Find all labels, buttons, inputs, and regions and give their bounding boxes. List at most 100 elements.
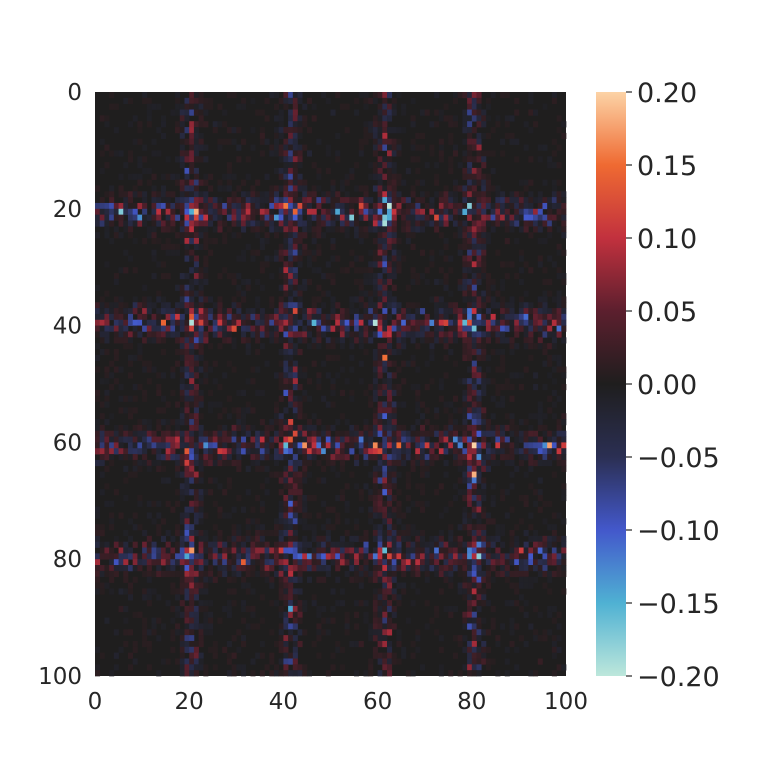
heatmap-cell xyxy=(137,173,143,180)
heatmap-cell xyxy=(419,308,426,315)
heatmap-cell xyxy=(547,559,553,566)
heatmap-cell xyxy=(391,459,397,467)
heatmap-cell xyxy=(387,518,393,525)
heatmap-cell xyxy=(184,150,190,157)
heatmap-cell xyxy=(429,565,435,572)
heatmap-cell xyxy=(551,436,557,443)
heatmap-cell xyxy=(175,156,181,163)
heatmap-cell xyxy=(123,494,129,502)
heatmap-cell xyxy=(217,617,223,624)
heatmap-cell xyxy=(467,594,473,601)
heatmap-cell xyxy=(292,109,298,116)
heatmap-cell xyxy=(462,185,468,192)
heatmap-cell xyxy=(481,185,487,192)
heatmap-cell xyxy=(160,121,166,128)
heatmap-cell xyxy=(292,284,298,291)
heatmap-cell xyxy=(208,611,214,618)
heatmap-cell xyxy=(113,354,119,361)
heatmap-cell xyxy=(504,132,510,140)
heatmap-cell xyxy=(471,384,477,391)
heatmap-cell xyxy=(189,500,195,507)
heatmap-cell xyxy=(424,360,430,367)
heatmap-cell xyxy=(325,191,331,198)
heatmap-cell xyxy=(208,600,214,607)
heatmap-cell xyxy=(118,559,124,566)
heatmap-cell xyxy=(485,103,491,110)
heatmap-cell xyxy=(500,302,506,309)
heatmap-cell xyxy=(476,348,482,356)
heatmap-cell xyxy=(160,407,166,414)
heatmap-cell xyxy=(292,646,298,653)
heatmap-cell xyxy=(471,92,477,99)
heatmap-cell xyxy=(189,436,195,443)
heatmap-cell xyxy=(396,389,402,397)
heatmap-cell xyxy=(170,319,176,326)
heatmap-cell xyxy=(175,454,181,461)
heatmap-cell xyxy=(509,395,515,402)
heatmap-cell xyxy=(255,442,261,449)
heatmap-cell xyxy=(363,325,369,332)
heatmap-cell xyxy=(528,547,534,554)
heatmap-cell xyxy=(104,401,110,408)
heatmap-cell xyxy=(226,325,232,332)
heatmap-cell xyxy=(241,179,247,186)
heatmap-cell xyxy=(306,325,313,332)
heatmap-cell xyxy=(250,255,256,262)
heatmap-cell xyxy=(476,337,482,344)
heatmap-cell xyxy=(490,302,496,309)
heatmap-cell xyxy=(372,413,378,420)
heatmap-cell xyxy=(179,635,185,642)
heatmap-cell xyxy=(208,448,214,455)
heatmap-cell xyxy=(175,401,181,408)
heatmap-cell xyxy=(255,366,261,373)
heatmap-cell xyxy=(179,238,185,245)
heatmap-cell xyxy=(415,541,421,548)
heatmap-cell xyxy=(396,535,402,543)
heatmap-cell xyxy=(424,278,430,286)
heatmap-cell xyxy=(226,273,232,280)
heatmap-cell xyxy=(452,430,459,437)
heatmap-cell xyxy=(500,331,506,338)
heatmap-cell xyxy=(415,436,421,443)
heatmap-cell xyxy=(113,424,119,432)
heatmap-cell xyxy=(467,197,473,204)
heatmap-cell xyxy=(288,214,294,221)
heatmap-cell xyxy=(269,652,275,659)
heatmap-cell xyxy=(288,629,294,636)
heatmap-cell xyxy=(514,156,520,163)
heatmap-cell xyxy=(377,448,383,455)
heatmap-cell xyxy=(391,267,397,274)
heatmap-cell xyxy=(137,448,143,455)
heatmap-cell xyxy=(405,238,411,245)
heatmap-cell xyxy=(198,308,204,315)
heatmap-cell xyxy=(485,448,491,455)
heatmap-cell xyxy=(509,261,515,268)
heatmap-cell xyxy=(203,617,209,624)
heatmap-cell xyxy=(203,226,209,233)
heatmap-cell xyxy=(193,127,199,134)
heatmap-cell xyxy=(424,448,430,455)
heatmap-cell xyxy=(467,173,473,180)
heatmap-cell xyxy=(292,448,298,455)
heatmap-cell xyxy=(354,623,360,630)
heatmap-cell xyxy=(203,97,209,105)
heatmap-cell xyxy=(471,167,477,175)
heatmap-cell xyxy=(462,173,468,180)
heatmap-cell xyxy=(156,197,162,204)
heatmap-cell xyxy=(104,366,110,373)
heatmap-cell xyxy=(217,144,223,151)
heatmap-cell xyxy=(255,530,261,537)
heatmap-cell xyxy=(523,547,529,554)
heatmap-cell xyxy=(160,261,166,268)
heatmap-cell xyxy=(405,325,411,332)
heatmap-cell xyxy=(424,202,430,210)
heatmap-cell xyxy=(457,284,463,291)
heatmap-cell xyxy=(368,325,374,332)
heatmap-cell xyxy=(165,238,171,245)
heatmap-cell xyxy=(500,319,506,326)
heatmap-cell xyxy=(137,553,143,560)
heatmap-cell xyxy=(387,389,393,397)
heatmap-cell xyxy=(269,629,275,636)
heatmap-cell xyxy=(335,454,341,461)
